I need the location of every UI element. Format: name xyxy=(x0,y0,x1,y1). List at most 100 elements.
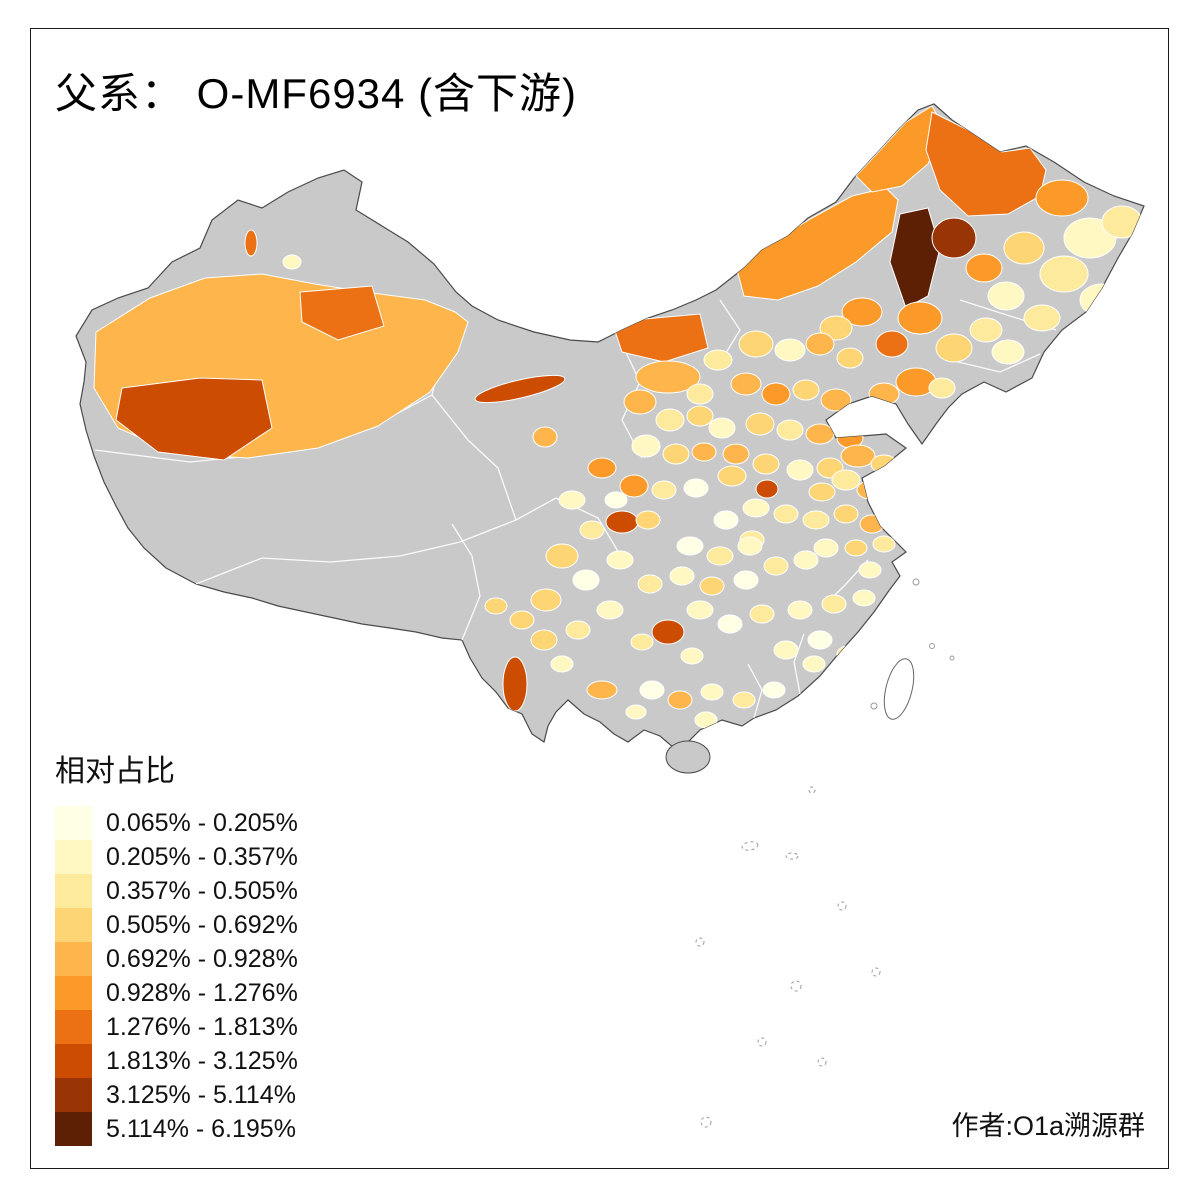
map-region xyxy=(611,313,709,363)
map-region xyxy=(1023,304,1061,332)
legend-label: 0.692% - 0.928% xyxy=(106,944,298,973)
legend-label: 0.205% - 0.357% xyxy=(106,842,298,871)
map-region xyxy=(625,704,647,720)
legend-swatch xyxy=(55,1112,92,1146)
map-legend: 相对占比 0.065% - 0.205% 0.205% - 0.357% 0.357… xyxy=(55,746,298,1146)
map-region xyxy=(623,389,657,415)
map-region xyxy=(708,417,736,439)
map-region xyxy=(858,561,882,579)
map-region xyxy=(565,620,591,640)
map-region xyxy=(717,614,743,634)
map-region xyxy=(639,680,665,700)
map-region xyxy=(792,379,820,401)
legend-swatch xyxy=(55,806,92,840)
map-region xyxy=(717,465,747,487)
map-region xyxy=(836,347,864,369)
hainan-island xyxy=(665,740,711,774)
map-region xyxy=(587,457,617,479)
south-china-sea-islands xyxy=(695,786,881,1128)
legend-swatch xyxy=(55,1078,92,1112)
map-region xyxy=(572,569,600,591)
map-region xyxy=(802,510,830,530)
legend-row: 1.276% - 1.813% xyxy=(55,1010,298,1044)
map-region xyxy=(844,539,868,557)
map-region xyxy=(776,419,804,441)
map-region xyxy=(722,443,750,465)
legend-label: 3.125% - 5.114% xyxy=(106,1080,296,1109)
map-region xyxy=(733,570,759,590)
map-region xyxy=(742,498,770,518)
map-region xyxy=(889,207,941,309)
map-region xyxy=(532,426,558,448)
map-region xyxy=(550,655,574,673)
map-region xyxy=(1035,179,1089,217)
map-region xyxy=(821,594,847,614)
map-region xyxy=(786,459,814,481)
map-region xyxy=(969,317,1003,343)
diaoyu-islet xyxy=(929,643,935,649)
penghu-islet xyxy=(870,702,878,710)
map-region xyxy=(737,536,763,556)
map-region xyxy=(1039,255,1089,293)
map-region xyxy=(606,550,634,570)
colored-prefectures xyxy=(93,105,1143,729)
map-region xyxy=(706,546,734,566)
map-region xyxy=(928,377,956,399)
map-region xyxy=(935,333,973,363)
map-region xyxy=(282,254,302,270)
legend-rows: 0.065% - 0.205% 0.205% - 0.357% 0.357% - 0… xyxy=(55,806,298,1146)
legend-row: 0.065% - 0.205% xyxy=(55,806,298,840)
map-region xyxy=(545,543,579,569)
map-region xyxy=(637,574,663,594)
map-region xyxy=(713,510,739,530)
map-region xyxy=(651,619,685,645)
map-region xyxy=(299,285,385,341)
map-region xyxy=(651,480,677,500)
map-region xyxy=(802,655,826,673)
map-region xyxy=(686,383,714,405)
map-region xyxy=(667,690,693,710)
legend-swatch xyxy=(55,1010,92,1044)
map-region xyxy=(831,469,861,491)
map-region xyxy=(820,388,852,412)
map-region xyxy=(680,647,704,665)
map-region xyxy=(596,600,624,620)
map-region xyxy=(773,504,799,524)
legend-label: 1.276% - 1.813% xyxy=(106,1012,298,1041)
map-region xyxy=(807,630,833,650)
map-region xyxy=(793,550,819,570)
plot-frame xyxy=(30,28,1169,1169)
map-region xyxy=(787,600,813,620)
map-region xyxy=(474,374,566,404)
map-region xyxy=(669,566,695,586)
map-region xyxy=(509,610,535,630)
map-region xyxy=(703,349,733,371)
legend-row: 1.813% - 3.125% xyxy=(55,1044,298,1078)
map-region xyxy=(808,482,836,502)
map-region xyxy=(730,372,762,396)
map-region xyxy=(635,360,701,394)
map-region xyxy=(840,444,876,468)
map-region xyxy=(872,535,896,553)
map-region xyxy=(586,680,618,700)
map-region xyxy=(755,479,779,499)
legend-row: 5.114% - 6.195% xyxy=(55,1112,298,1146)
map-region xyxy=(115,377,273,461)
map-region xyxy=(773,640,799,660)
map-region xyxy=(738,330,774,358)
legend-row: 0.928% - 1.276% xyxy=(55,976,298,1010)
map-region xyxy=(852,589,876,607)
map-region xyxy=(579,520,605,540)
legend-label: 0.505% - 0.692% xyxy=(106,910,298,939)
map-region xyxy=(691,442,717,462)
map-region xyxy=(745,412,775,436)
islands xyxy=(665,578,955,774)
map-region xyxy=(655,408,685,432)
legend-row: 0.692% - 0.928% xyxy=(55,942,298,976)
legend-swatch xyxy=(55,976,92,1010)
map-region xyxy=(761,382,791,406)
legend-label: 5.114% - 6.195% xyxy=(106,1114,296,1143)
map-region xyxy=(484,597,508,615)
